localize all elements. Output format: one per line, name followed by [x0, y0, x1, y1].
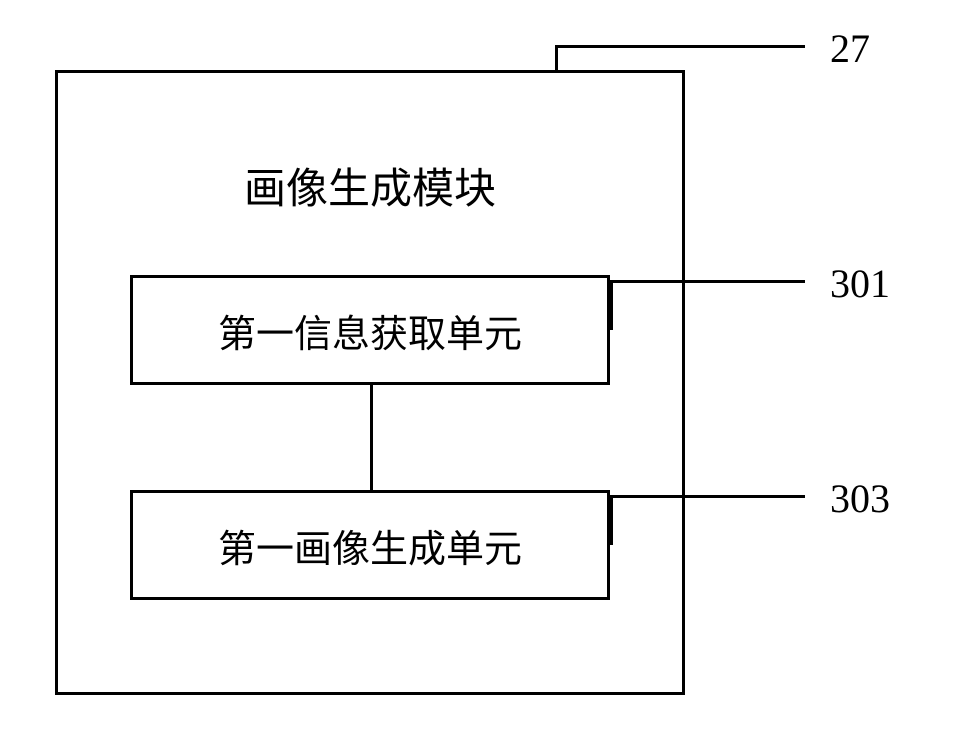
unit-text: 第一信息获取单元: [218, 303, 522, 358]
callout-line: [610, 495, 805, 498]
unit-label-number: 303: [830, 475, 890, 522]
unit-box-303: 第一画像生成单元: [130, 490, 610, 600]
callout-line: [610, 280, 613, 330]
callout-line: [555, 45, 805, 48]
diagram-canvas: 画像生成模块 27 第一信息获取单元 301 第一画像生成单元 303: [0, 0, 969, 729]
unit-text: 第一画像生成单元: [218, 518, 522, 573]
unit-label-number: 301: [830, 260, 890, 307]
module-label-number: 27: [830, 25, 870, 72]
connector-line: [370, 385, 373, 490]
unit-box-301: 第一信息获取单元: [130, 275, 610, 385]
callout-line: [610, 280, 805, 283]
module-title: 画像生成模块: [55, 155, 685, 216]
callout-line: [610, 495, 613, 545]
callout-line: [555, 45, 558, 70]
